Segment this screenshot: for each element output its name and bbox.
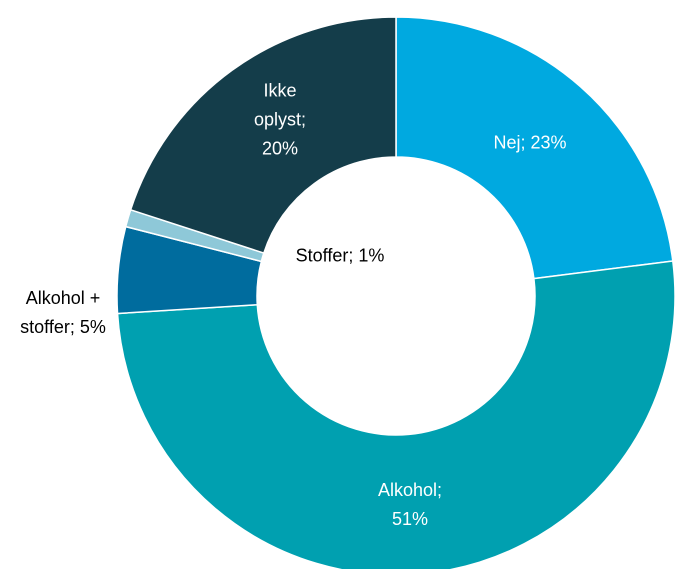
donut-slice (395, 16, 674, 280)
data-label: Alkohol + stoffer; 5% (20, 288, 106, 337)
data-label: Ikke oplyst; 20% (253, 80, 307, 159)
donut-slice (116, 260, 675, 569)
donut-slice (129, 16, 397, 254)
data-label: Nej; 23% (493, 132, 567, 153)
data-label: Stoffer; 1% (295, 245, 385, 266)
data-label: Alkohol; 51% (377, 480, 443, 529)
